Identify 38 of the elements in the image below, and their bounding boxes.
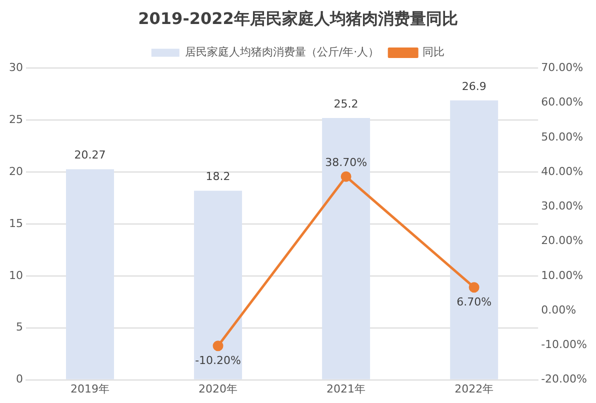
data-label: 25.2 bbox=[334, 97, 358, 110]
y2-tick-label: -10.00% bbox=[541, 338, 588, 352]
x-tick-label: 2022年 bbox=[454, 382, 494, 396]
y2-tick-label: 60.00% bbox=[541, 96, 584, 109]
chart-title: 2019-2022年居民家庭人均猪肉消费量同比 bbox=[138, 8, 458, 28]
data-label: 26.9 bbox=[462, 80, 486, 93]
data-label: -10.20% bbox=[195, 354, 241, 368]
y2-tick-label: 0.00% bbox=[541, 303, 576, 316]
data-label: 18.2 bbox=[206, 170, 230, 184]
point bbox=[468, 282, 480, 293]
legend-label: 居民家庭人均猪肉消费量（公斤/年·人） bbox=[184, 46, 380, 59]
y-tick-label: 15 bbox=[8, 216, 23, 230]
y-tick-label: 10 bbox=[8, 268, 23, 282]
y2-tick-label: 10.00% bbox=[541, 268, 584, 282]
bar bbox=[322, 118, 370, 380]
y2-tick-label: 30.00% bbox=[541, 200, 584, 213]
data-label: 20.27 bbox=[74, 148, 106, 162]
y2-tick-label: -20.00% bbox=[541, 372, 588, 386]
y2-tick-label: 20.00% bbox=[541, 234, 584, 248]
y2-tick-label: 50.00% bbox=[541, 130, 584, 144]
data-label: 38.70% bbox=[325, 156, 368, 169]
bar bbox=[194, 190, 242, 380]
y-tick-label: 20 bbox=[8, 164, 23, 178]
y-tick-label: 0 bbox=[16, 372, 23, 386]
x-tick-label: 2019年 bbox=[70, 382, 110, 396]
point bbox=[340, 171, 352, 182]
y2-tick-label: 70.00% bbox=[541, 61, 584, 74]
y-tick-label: 25 bbox=[8, 112, 23, 126]
y2-tick-label: 40.00% bbox=[541, 164, 584, 178]
data-label: 6.70% bbox=[456, 296, 492, 309]
bar bbox=[66, 169, 114, 380]
y-tick-label: 5 bbox=[16, 320, 23, 334]
point bbox=[212, 340, 224, 352]
legend-label: 同比 bbox=[422, 46, 445, 59]
x-tick-label: 2020年 bbox=[198, 382, 238, 396]
y-tick-label: 30 bbox=[8, 61, 23, 74]
x-tick-label: 2021年 bbox=[326, 382, 366, 396]
bar bbox=[450, 100, 498, 380]
